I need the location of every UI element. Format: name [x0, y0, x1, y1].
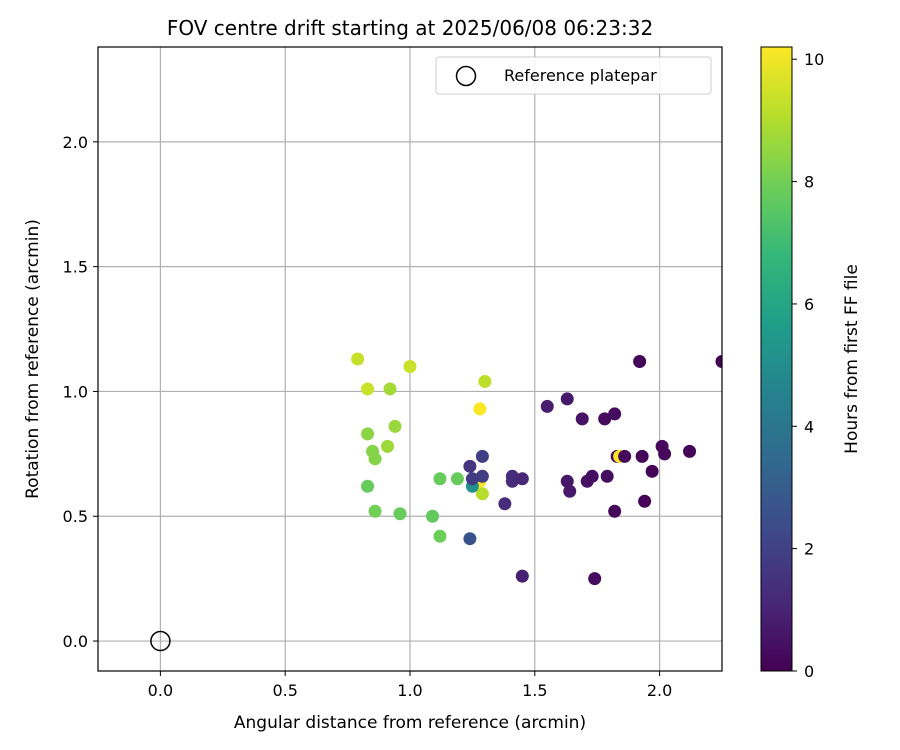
data-points [150, 352, 722, 652]
data-point [515, 472, 529, 486]
data-point [425, 509, 439, 523]
data-point [368, 504, 382, 518]
data-point [585, 469, 599, 483]
data-point [563, 484, 577, 498]
x-axis-title: Angular distance from reference (arcmin) [234, 713, 586, 733]
data-point [515, 569, 529, 583]
data-point [433, 529, 447, 543]
x-tick-label: 0.0 [148, 681, 173, 700]
data-point [403, 359, 417, 373]
data-point [361, 479, 375, 493]
colorbar-tick-label: 2 [804, 540, 814, 559]
data-point [600, 469, 614, 483]
colorbar-ticks: 0 2 4 6 8 10 [792, 50, 824, 681]
data-point [635, 449, 649, 463]
data-point [361, 382, 375, 396]
data-point [608, 407, 622, 421]
data-point [683, 444, 697, 458]
data-point [433, 472, 447, 486]
data-point [450, 472, 464, 486]
data-point [618, 449, 632, 463]
data-point [463, 532, 477, 546]
data-point [475, 469, 489, 483]
y-tick-label: 0.5 [63, 507, 88, 526]
data-point [715, 354, 722, 368]
legend-box [435, 56, 712, 95]
x-tick-label: 1.5 [522, 681, 547, 700]
data-point [638, 494, 652, 508]
colorbar-tick-label: 10 [804, 50, 824, 69]
data-point [498, 497, 512, 511]
data-point [393, 507, 407, 521]
data-point [475, 487, 489, 501]
colorbar-label: Hours from first FF file [842, 264, 862, 454]
data-point [361, 427, 375, 441]
data-point [560, 392, 574, 406]
data-point [351, 352, 365, 366]
colorbar-tick-label: 6 [804, 295, 814, 314]
data-point [588, 572, 602, 586]
data-point [388, 419, 402, 433]
x-tick-label: 0.5 [272, 681, 297, 700]
data-point [368, 452, 382, 466]
y-axis-ticks: 0.0 0.5 1.0 1.5 2.0 [63, 133, 98, 651]
data-point [478, 374, 492, 388]
data-point [608, 504, 622, 518]
x-tick-label: 1.0 [397, 681, 422, 700]
y-tick-label: 1.0 [63, 382, 88, 401]
legend-label: Reference platepar [504, 66, 657, 85]
data-point [598, 412, 612, 426]
colorbar-tick-label: 4 [804, 417, 814, 436]
data-point [560, 474, 574, 488]
data-point [381, 439, 395, 453]
data-point [463, 459, 477, 473]
colorbar-tick-label: 0 [804, 662, 814, 681]
y-axis-title: Rotation from reference (arcmin) [23, 219, 43, 499]
y-tick-label: 1.5 [63, 258, 88, 277]
legend: Reference platepar [435, 56, 712, 95]
data-point [540, 399, 554, 413]
legend-marker [455, 65, 477, 87]
x-axis-ticks: 0.0 0.5 1.0 1.5 2.0 [148, 671, 672, 700]
y-tick-label: 2.0 [63, 133, 88, 152]
reference-point [150, 630, 171, 652]
data-point [475, 449, 489, 463]
colorbar-gradient [760, 46, 793, 672]
data-point [383, 382, 397, 396]
colorbar-tick-label: 8 [804, 173, 814, 192]
data-point [645, 464, 659, 478]
data-point [633, 354, 647, 368]
data-point [473, 402, 487, 416]
data-point [505, 474, 519, 488]
x-tick-label: 2.0 [647, 681, 672, 700]
colorbar: 0 2 4 6 8 10 Hours from first FF file [760, 46, 862, 681]
data-point [575, 412, 589, 426]
data-point [465, 472, 479, 486]
chart-title: FOV centre drift starting at 2025/06/08 … [167, 16, 653, 40]
y-tick-label: 0.0 [63, 632, 88, 651]
data-point [658, 447, 672, 461]
